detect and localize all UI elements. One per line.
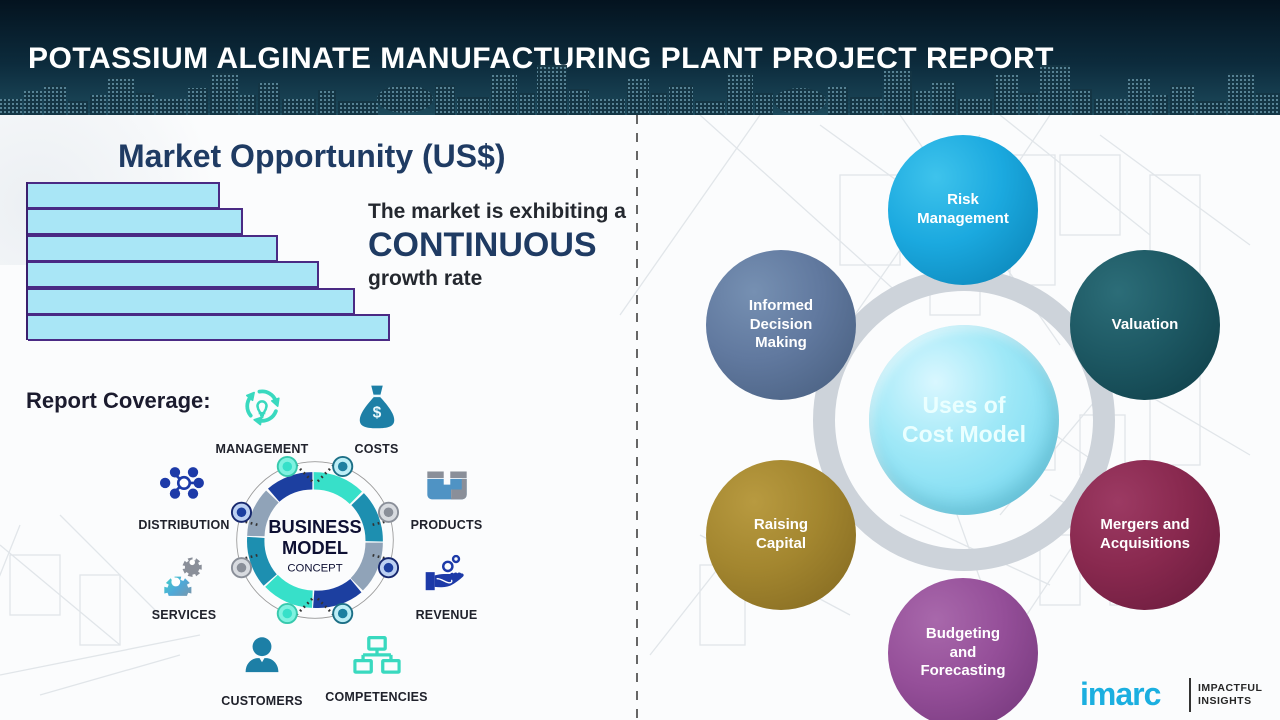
- svg-text:imarc: imarc: [1080, 676, 1161, 712]
- svg-text:MODEL: MODEL: [282, 537, 348, 558]
- svg-text:IMPACTFUL: IMPACTFUL: [1198, 682, 1262, 694]
- svg-text:CONCEPT: CONCEPT: [287, 562, 342, 574]
- svg-text:BUSINESS: BUSINESS: [268, 516, 361, 537]
- svg-text:INSIGHTS: INSIGHTS: [1198, 695, 1252, 707]
